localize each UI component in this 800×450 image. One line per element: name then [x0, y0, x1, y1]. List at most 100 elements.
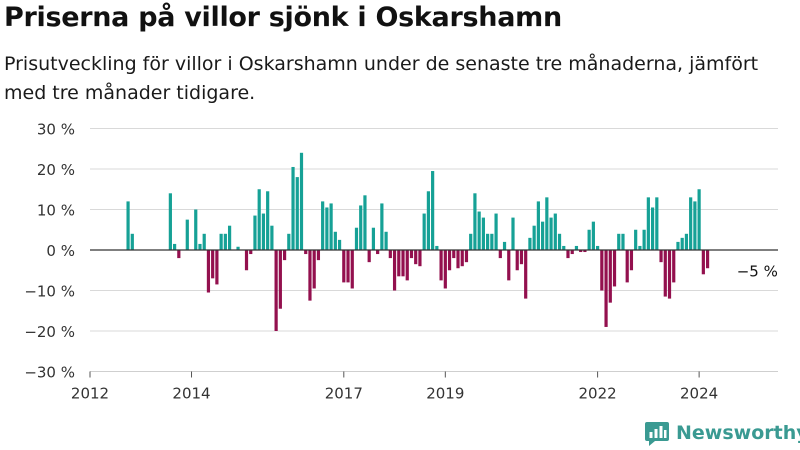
bar [464, 250, 469, 263]
bar [304, 250, 308, 255]
bar [435, 245, 439, 250]
bar [452, 250, 456, 259]
x-tick-label: 2022 [579, 385, 617, 403]
bar [511, 217, 515, 250]
bar [287, 233, 291, 250]
bar [282, 250, 287, 261]
bar [536, 201, 540, 250]
bar [447, 250, 452, 271]
bar [177, 250, 181, 259]
bar [502, 241, 507, 250]
x-tick-label: 2012 [71, 385, 109, 403]
bar [460, 250, 464, 267]
bar [367, 250, 371, 263]
bar [130, 233, 134, 250]
chart-title: Priserna på villor sjönk i Oskarshamn [4, 2, 562, 33]
x-tick-label: 2019 [426, 385, 464, 403]
bar [219, 233, 223, 250]
bar [342, 250, 346, 283]
bar [185, 219, 189, 251]
bar [414, 250, 418, 265]
bar [329, 203, 333, 250]
bar [600, 250, 604, 291]
bar [684, 233, 689, 250]
bar [337, 239, 342, 251]
bar [244, 250, 249, 271]
bar [215, 250, 219, 285]
bar [443, 250, 447, 289]
bar [473, 193, 477, 250]
bar [672, 250, 676, 283]
bar [295, 177, 299, 250]
bar [689, 197, 693, 250]
bar [617, 233, 621, 250]
bar [316, 250, 321, 261]
bar [541, 221, 545, 250]
bar [359, 205, 363, 250]
chart-subtitle: Prisutveckling för villor i Oskarshamn u… [4, 53, 759, 104]
bar [392, 250, 397, 291]
bar [663, 250, 667, 297]
bar [498, 250, 502, 259]
bar [223, 233, 227, 250]
y-tick-label: 10 % [37, 202, 75, 220]
bar [642, 229, 646, 250]
bar [405, 250, 409, 281]
bar [270, 225, 274, 250]
bar [346, 250, 350, 283]
bar [507, 250, 511, 281]
y-tick-label: 20 % [37, 161, 75, 179]
bar-series [126, 152, 710, 331]
bar [646, 197, 650, 250]
bar [515, 250, 519, 271]
bar [481, 217, 485, 250]
bar [621, 233, 625, 250]
bar [519, 250, 524, 265]
bar [655, 197, 659, 250]
bar [168, 193, 172, 250]
bar [469, 233, 473, 250]
bar [371, 227, 376, 250]
bar [363, 195, 367, 250]
bar [418, 250, 422, 267]
bar [680, 237, 684, 250]
bar [574, 245, 579, 250]
bar [426, 191, 430, 250]
bar [439, 250, 443, 281]
y-tick-label: −20 % [24, 323, 75, 341]
x-tick-label: 2024 [680, 385, 718, 403]
bar [173, 243, 177, 250]
bar [380, 203, 384, 250]
bar [350, 250, 354, 289]
bar [266, 191, 270, 250]
bar [397, 250, 401, 277]
bar [321, 201, 325, 250]
bar [587, 229, 591, 250]
bar [659, 250, 663, 263]
bar [583, 250, 587, 253]
bar [227, 225, 232, 250]
bar [562, 245, 566, 250]
bar [591, 221, 595, 250]
bar [325, 207, 329, 250]
bar [401, 250, 405, 277]
bar [308, 250, 312, 301]
bar [524, 250, 528, 299]
y-axis: 30 % 20 % 10 % 0 % −10 % −20 % −30 % [24, 121, 75, 382]
bar [198, 243, 202, 250]
bar [532, 225, 536, 250]
bar [291, 166, 295, 250]
bar [211, 250, 215, 279]
bar [625, 250, 629, 283]
bar [312, 250, 316, 289]
newsworthy-brand: Newsworthy [644, 419, 800, 447]
bar [409, 250, 414, 259]
bar [333, 231, 337, 250]
bar [194, 209, 198, 250]
bar [528, 237, 532, 250]
bar [604, 250, 608, 327]
brand-name: Newsworthy [676, 422, 800, 444]
bar [477, 211, 481, 250]
bar [676, 241, 680, 250]
bar [206, 250, 211, 293]
